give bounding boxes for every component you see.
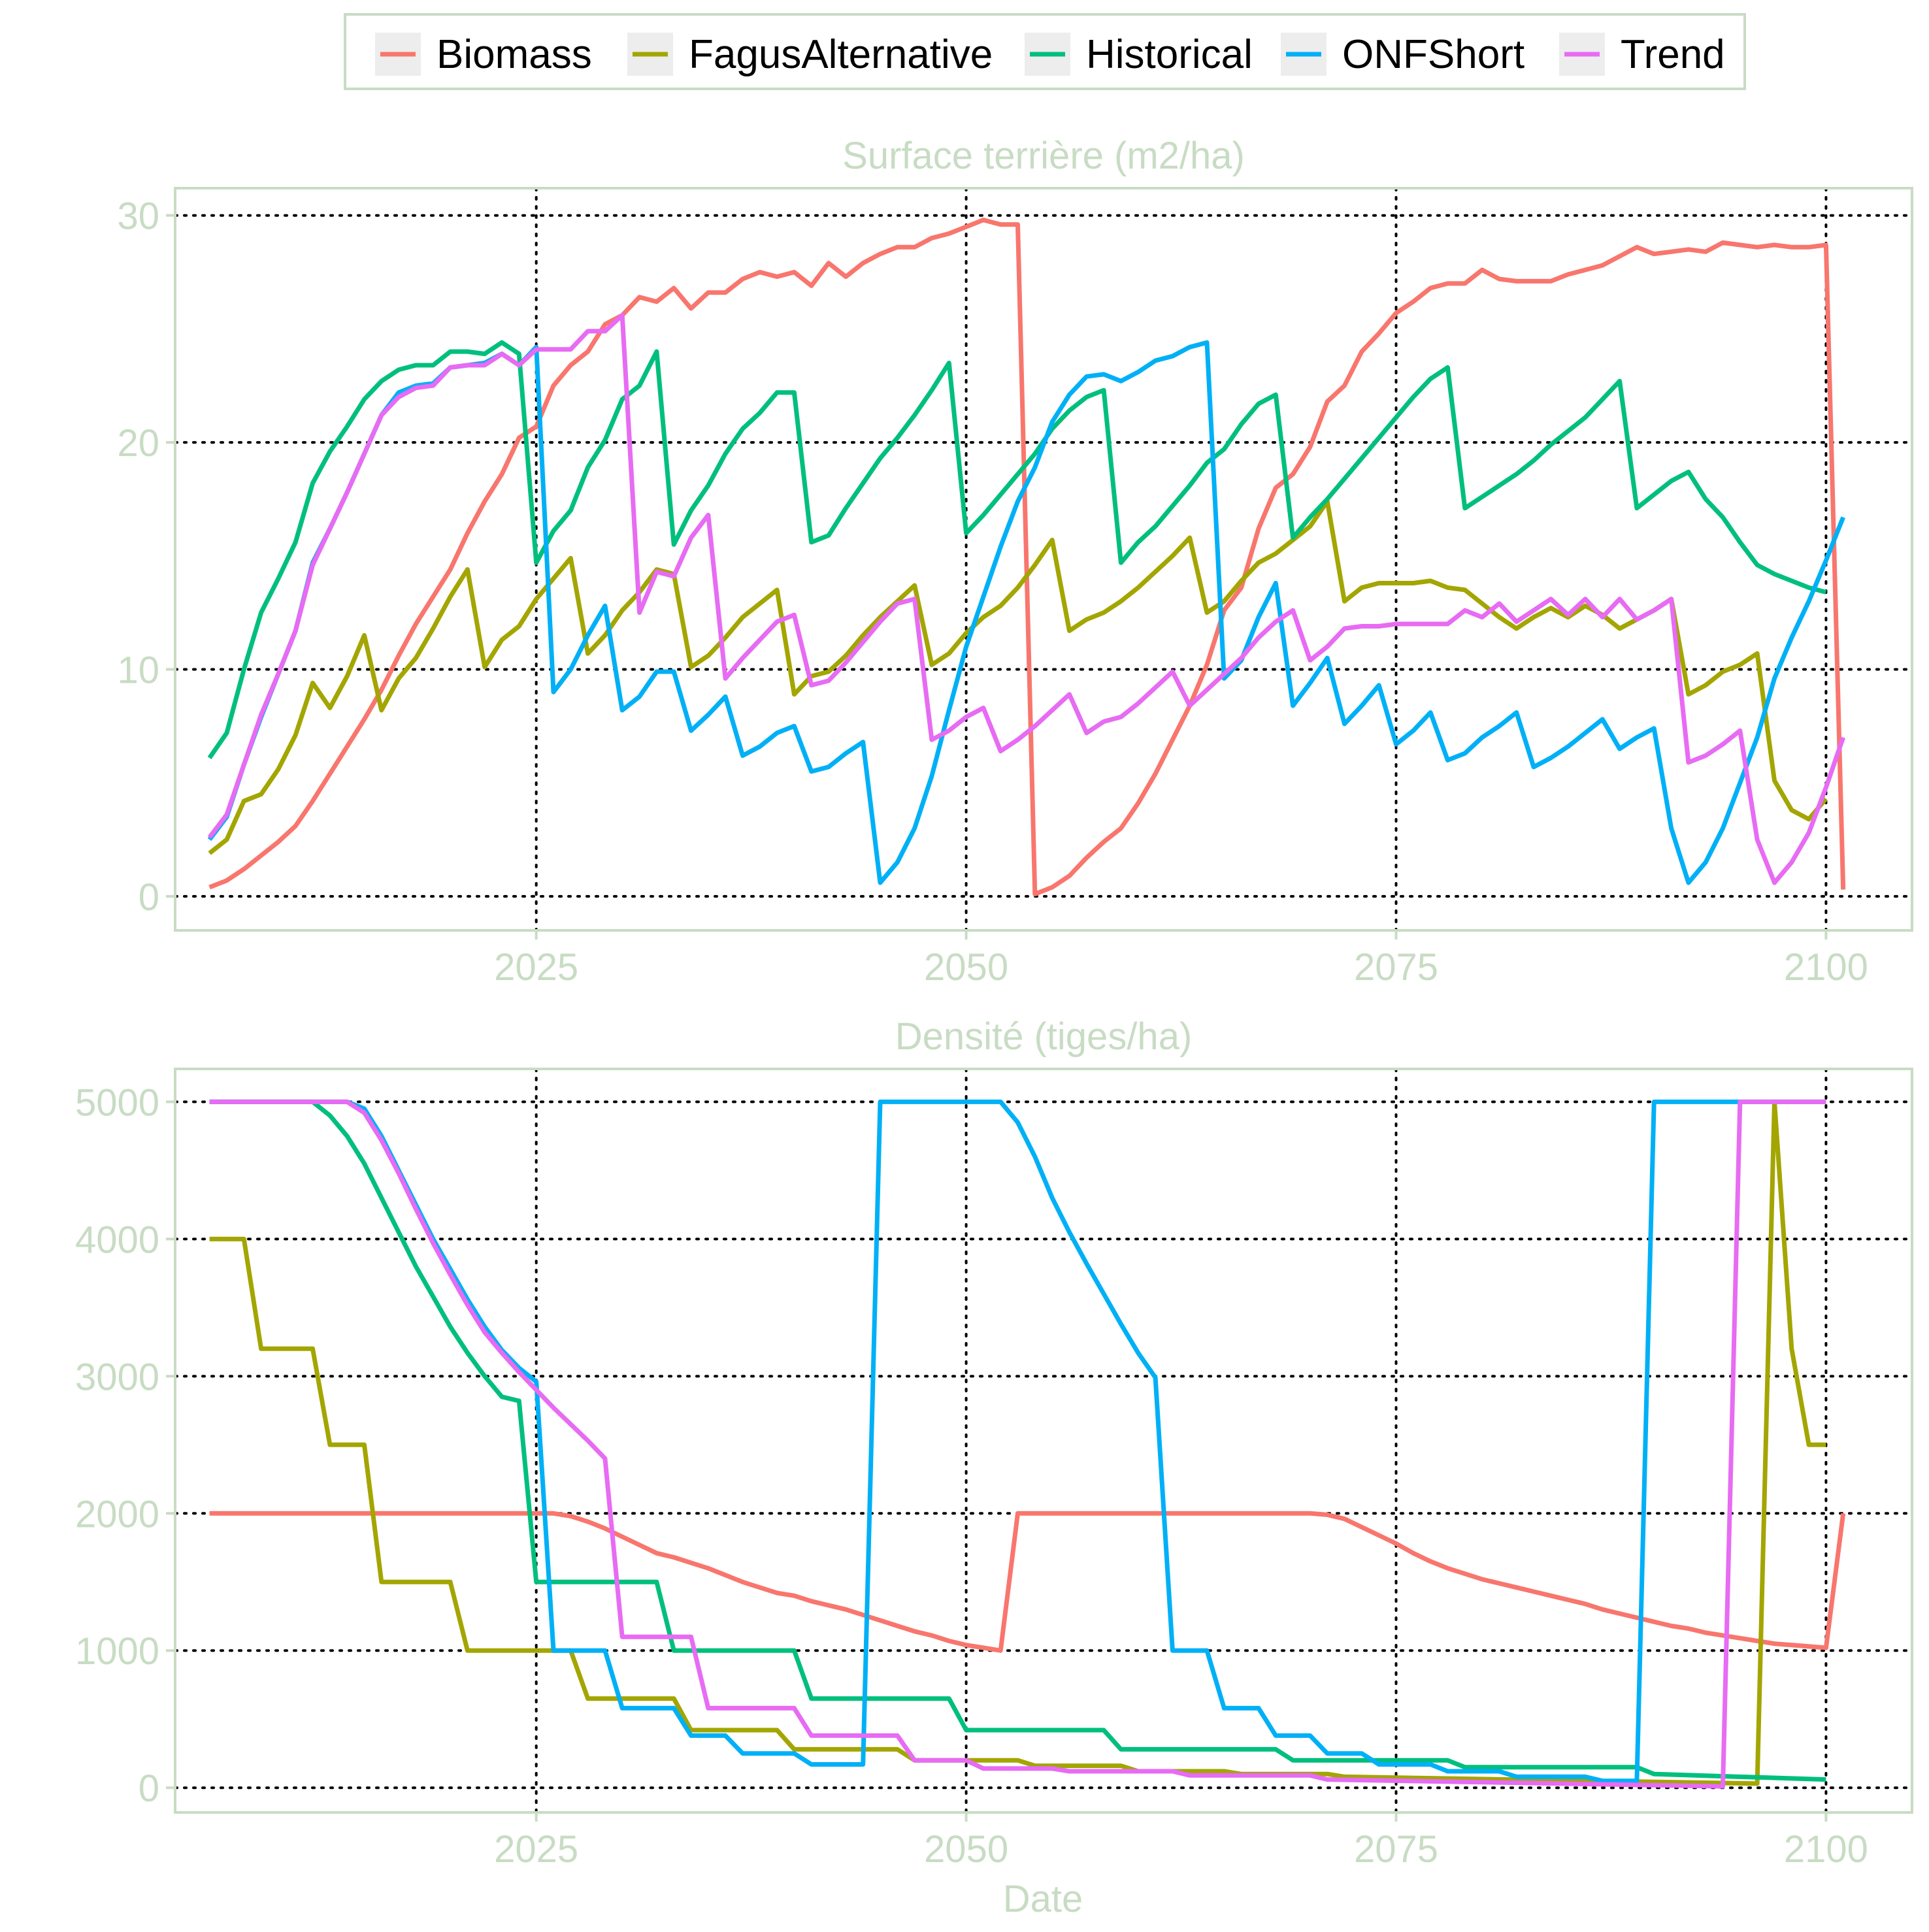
series-line-onfshort — [209, 1099, 1826, 1784]
series-line-historical — [207, 340, 1827, 759]
series-line-historical — [209, 1099, 1826, 1782]
y-tick-label: 30 — [117, 195, 159, 238]
y-tick-label: 20 — [117, 422, 159, 465]
legend-item-historical: Historical — [1025, 32, 1253, 77]
series-line-biomass — [208, 218, 1846, 896]
x-tick-label: 2025 — [494, 946, 578, 989]
y-tick-label: 10 — [117, 649, 159, 691]
x-tick-label: 2025 — [494, 1828, 578, 1871]
y-tick-label: 5000 — [75, 1081, 159, 1124]
y-tick-label: 4000 — [75, 1219, 159, 1261]
panel-title: Densité (tiges/ha) — [895, 1015, 1193, 1058]
y-tick-label: 0 — [139, 876, 159, 919]
legend-item-fagusalternative: FagusAlternative — [627, 32, 993, 77]
series-group — [207, 218, 1846, 896]
legend: Biomass FagusAlternative Historical ONFShor… — [344, 13, 1746, 90]
panel-border — [174, 1068, 1913, 1814]
legend-label: FagusAlternative — [689, 32, 993, 77]
grid-lines — [174, 1068, 1913, 1814]
x-tick-label: 2050 — [924, 946, 1008, 989]
y-tick-label: 1000 — [75, 1630, 159, 1673]
series-line-trend — [207, 313, 1846, 885]
series-line-trend — [209, 1099, 1826, 1789]
legend-item-onfshort: ONFShort — [1281, 32, 1525, 77]
legend-item-trend: Trend — [1559, 32, 1725, 77]
series-line-fagusalternative — [209, 1099, 1826, 1786]
x-tick-label: 2075 — [1354, 946, 1438, 989]
legend-label: Historical — [1086, 32, 1253, 77]
y-tick-label: 0 — [139, 1767, 159, 1810]
chart-panels: Surface terrière (m2/ha) 0 10 20 30 2025 2050 2… — [75, 135, 1913, 1871]
panel-title: Surface terrière (m2/ha) — [842, 135, 1245, 177]
legend-label: Trend — [1621, 32, 1725, 77]
x-axis-label: Date — [1003, 1878, 1083, 1920]
chart-panel-2: Densité (tiges/ha) 0 1000 2000 3000 4000 5000 2… — [75, 1015, 1913, 1871]
x-tick-label: 2100 — [1784, 1828, 1868, 1871]
x-tick-label: 2075 — [1354, 1828, 1438, 1871]
y-tick-label: 3000 — [75, 1356, 159, 1398]
panel-border — [174, 187, 1913, 932]
y-tick-label: 2000 — [75, 1493, 159, 1535]
series-line-biomass — [209, 1511, 1846, 1653]
legend-label: Biomass — [437, 32, 592, 77]
series-line-fagusalternative — [208, 499, 1828, 855]
x-tick-label: 2100 — [1784, 946, 1868, 989]
legend-label: ONFShort — [1342, 32, 1525, 77]
chart-panel-1: Surface terrière (m2/ha) 0 10 20 30 2025 2050 2… — [117, 135, 1913, 989]
series-group — [209, 1099, 1846, 1789]
x-tick-label: 2050 — [924, 1828, 1008, 1871]
legend-item-biomass: Biomass — [375, 32, 592, 77]
